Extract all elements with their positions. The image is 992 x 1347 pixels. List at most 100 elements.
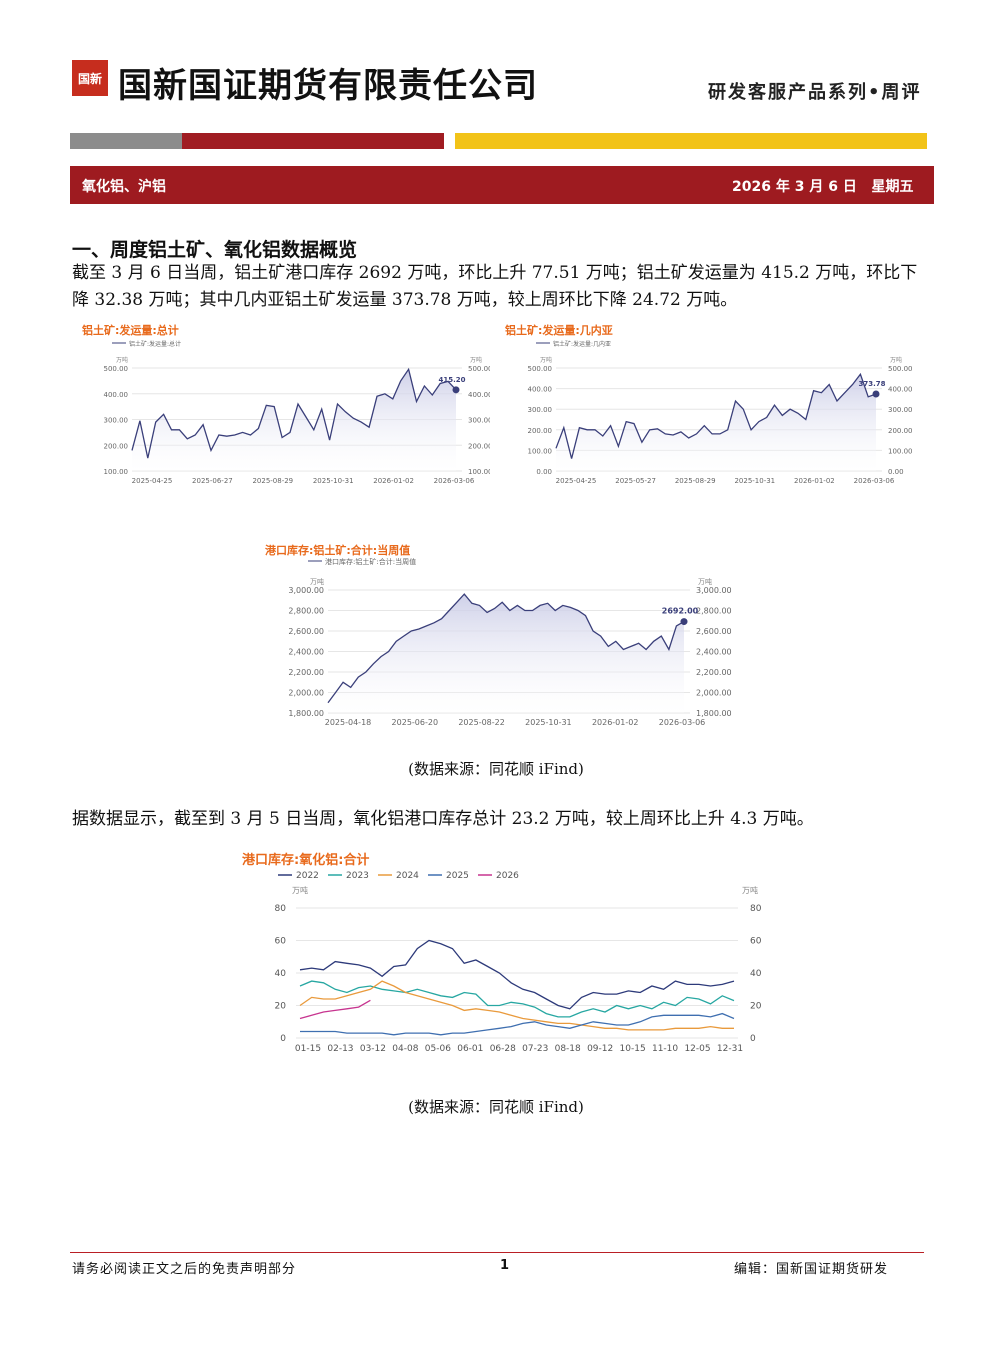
- y-tick-label-right: 2,800.00: [696, 607, 732, 616]
- x-tick-label: 01-15: [295, 1044, 321, 1054]
- page-number: 1: [500, 1258, 510, 1273]
- y-tick-label-right: 300.00: [888, 406, 913, 414]
- x-tick-label: 2025-04-25: [132, 477, 173, 485]
- x-tick-label: 2025-04-18: [325, 718, 372, 727]
- y-tick-label-left: 300.00: [528, 406, 553, 414]
- y-tick-label-right: 0: [750, 1034, 756, 1044]
- y-tick-label-right: 2,200.00: [696, 668, 732, 677]
- last-value-label: 415.20: [438, 376, 465, 384]
- y-tick-label-left: 400.00: [104, 391, 129, 399]
- y-tick-label-left: 2,600.00: [288, 627, 324, 636]
- x-tick-label: 2025-10-31: [525, 718, 572, 727]
- y-tick-label-left: 2,800.00: [288, 607, 324, 616]
- header-bar-grey: [70, 133, 182, 149]
- y-tick-label-right: 400.00: [888, 386, 913, 394]
- y-tick-label-right: 40: [750, 969, 762, 979]
- y-tick-label-right: 200.00: [888, 427, 913, 435]
- footer-editor: 编辑：国新国证期货研发: [734, 1262, 889, 1277]
- x-tick-label: 09-12: [587, 1044, 613, 1054]
- y-unit-left: 万吨: [116, 356, 128, 364]
- legend-label: 2023: [346, 871, 369, 881]
- series-line-2022: [299, 939, 735, 1010]
- y-tick-label-left: 0.00: [536, 468, 552, 476]
- y-unit-right: 万吨: [742, 885, 758, 895]
- y-tick-label-left: 500.00: [104, 365, 129, 373]
- y-tick-label-right: 300.00: [468, 417, 490, 425]
- y-tick-label-right: 2,400.00: [696, 648, 732, 657]
- x-tick-label: 05-06: [425, 1044, 451, 1054]
- legend-label: 2025: [446, 871, 469, 881]
- company-logo: 国新: [72, 60, 108, 96]
- header-bar-red: [182, 133, 444, 149]
- y-unit-left: 万吨: [292, 885, 308, 895]
- series-line-2025: [300, 1012, 735, 1036]
- last-value-label: 373.78: [858, 380, 885, 388]
- y-tick-label-left: 0: [280, 1034, 286, 1044]
- x-tick-label: 02-13: [327, 1044, 353, 1054]
- legend-label: 铝土矿:发运量:总计: [129, 340, 181, 348]
- data-source: (数据来源：同花顺 iFind): [408, 760, 584, 778]
- data-source: (数据来源：同花顺 iFind): [408, 1098, 584, 1116]
- y-tick-label-right: 2,000.00: [696, 689, 732, 698]
- series-line-2024: [299, 980, 734, 1031]
- paragraph-bauxite: 截至 3 月 6 日当周，铝土矿港口库存 2692 万吨，环比上升 77.51 …: [72, 263, 918, 310]
- x-tick-label: 2026-03-06: [659, 718, 706, 727]
- y-tick-label-right: 80: [750, 904, 762, 914]
- y-tick-label-right: 200.00: [468, 442, 490, 450]
- chart-title: 港口库存:氧化铝:合计: [242, 853, 370, 868]
- y-tick-label-left: 60: [275, 937, 287, 947]
- y-unit-right: 万吨: [698, 577, 712, 586]
- y-unit-right: 万吨: [890, 356, 902, 364]
- chart-alumina-port-inventory: 2022 2023 2024 2025 2026 万吨 万吨 80 80 60 60 40 40 20 20…: [275, 871, 762, 1054]
- y-tick-label-left: 100.00: [528, 447, 553, 455]
- y-tick-label-left: 500.00: [528, 365, 553, 373]
- topic-band: [70, 166, 934, 204]
- chart-title: 铝土矿:发运量:总计: [82, 324, 179, 337]
- x-tick-label: 12-31: [717, 1044, 743, 1054]
- x-tick-label: 06-01: [457, 1044, 483, 1054]
- topic-label: 氧化铝、沪铝: [82, 179, 166, 195]
- x-tick-label: 2025-08-29: [675, 477, 716, 485]
- y-tick-label-right: 20: [750, 1002, 762, 1012]
- series-line: [327, 593, 685, 704]
- x-tick-label: 06-28: [490, 1044, 516, 1054]
- x-tick-label: 2025-08-22: [458, 718, 505, 727]
- footer-divider: [70, 1252, 924, 1253]
- last-value-marker: [452, 386, 460, 394]
- last-value-marker: [872, 390, 880, 398]
- paragraph-alumina: 据数据显示，截至到 3 月 5 日当周，氧化铝港口库存总计 23.2 万吨，较上…: [72, 809, 814, 829]
- y-tick-label-left: 20: [275, 1002, 287, 1012]
- y-tick-label-left: 2,200.00: [288, 668, 324, 677]
- y-tick-label-left: 40: [275, 969, 287, 979]
- y-tick-label-right: 100.00: [468, 468, 490, 476]
- x-tick-label: 04-08: [392, 1044, 418, 1054]
- chart-title: 铝土矿:发运量:几内亚: [505, 324, 613, 337]
- y-tick-label-right: 1,800.00: [696, 709, 732, 718]
- series-line-2026: [299, 999, 371, 1020]
- x-tick-label: 2025-06-27: [192, 477, 233, 485]
- series-area: [328, 594, 684, 713]
- x-tick-label: 2026-01-02: [794, 477, 835, 485]
- x-tick-label: 2025-05-27: [615, 477, 656, 485]
- logo-text: 国新: [77, 71, 102, 86]
- y-tick-label-left: 200.00: [528, 427, 553, 435]
- y-tick-label-right: 100.00: [888, 447, 913, 455]
- legend-label: 港口库存:铝土矿:合计:当周值: [325, 557, 416, 566]
- last-value-label: 2692.00: [662, 607, 699, 616]
- series-line-2023: [299, 980, 735, 1018]
- y-tick-label-right: 400.00: [468, 391, 490, 399]
- footer-disclaimer: 请务必阅读正文之后的免责声明部分: [72, 1262, 297, 1277]
- x-tick-label: 12-05: [684, 1044, 710, 1054]
- y-tick-label-left: 300.00: [104, 417, 129, 425]
- last-value-marker: [680, 618, 688, 626]
- x-tick-label: 2026-03-06: [854, 477, 895, 485]
- x-tick-label: 2025-08-29: [252, 477, 293, 485]
- series-line: [555, 372, 877, 459]
- y-tick-label-right: 500.00: [468, 365, 490, 373]
- x-tick-label: 11-10: [652, 1044, 678, 1054]
- chart-bauxite-shipment-total: 铝土矿:发运量:总计万吨万吨500.00500.00400.00400.0030…: [104, 340, 491, 485]
- legend-label: 2024: [396, 871, 419, 881]
- y-tick-label-left: 200.00: [104, 442, 129, 450]
